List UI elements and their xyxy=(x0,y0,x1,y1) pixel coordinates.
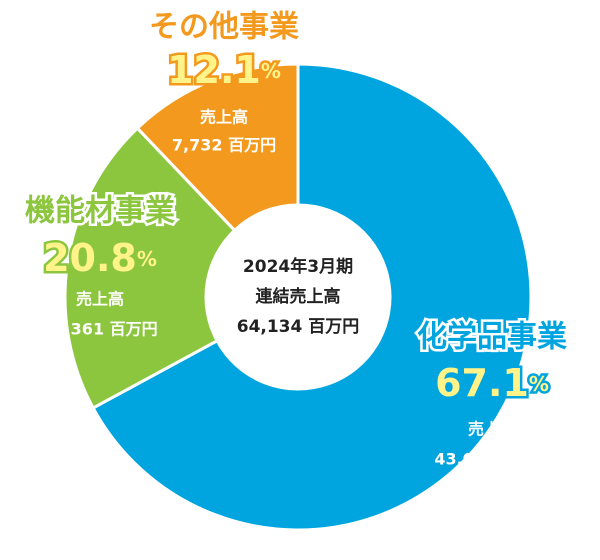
donut-slice xyxy=(63,126,237,410)
percent-label: 12.1% xyxy=(167,48,281,92)
sales-title: 売上高 xyxy=(468,420,516,439)
percent-label: 67.1% xyxy=(435,361,549,405)
center-label: 2024年3月期 xyxy=(243,256,353,277)
sales-value: 13,361 百万円 xyxy=(42,320,157,339)
percent-value: 67.1 xyxy=(435,361,529,405)
percent-label: 20.8% xyxy=(43,236,157,280)
category-label: 機能材事業 xyxy=(25,194,175,229)
sales-title: 売上高 xyxy=(76,290,124,309)
sales-value: 43,040 百万円 xyxy=(434,450,549,469)
percent-unit: % xyxy=(261,59,281,83)
category-label: その他事業 xyxy=(149,10,299,45)
percent-value: 12.1 xyxy=(167,48,261,92)
donut-slice xyxy=(135,62,300,233)
sales-title: 売上高 xyxy=(200,108,248,127)
donut-slice xyxy=(91,62,533,532)
percent-value: 20.8 xyxy=(43,236,137,280)
category-label: 化学品事業 xyxy=(417,320,567,355)
percent-unit: % xyxy=(529,372,549,396)
center-label: 連結売上高 xyxy=(256,286,341,307)
percent-unit: % xyxy=(137,247,157,271)
center-label: 64,134 百万円 xyxy=(237,317,360,337)
sales-value: 7,732 百万円 xyxy=(172,136,276,155)
